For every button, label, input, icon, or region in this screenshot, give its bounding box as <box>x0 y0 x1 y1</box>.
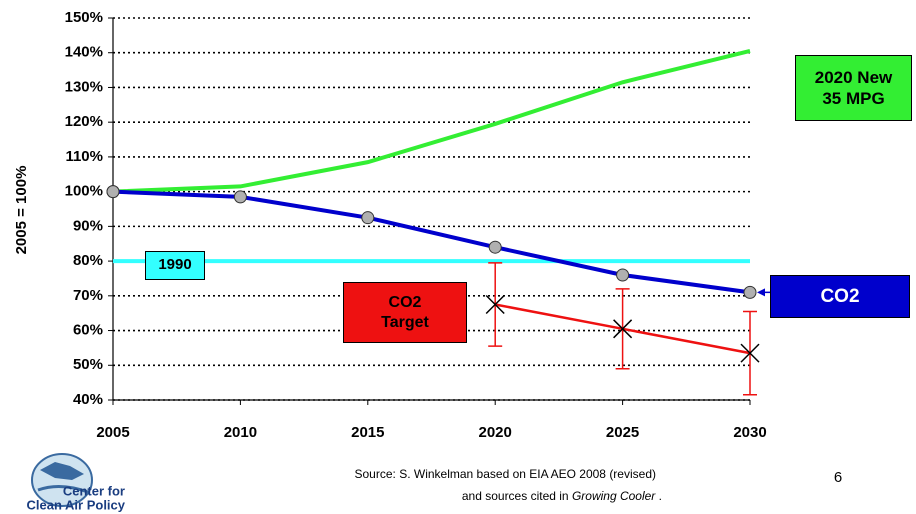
y-tick-label: 70% <box>73 287 103 304</box>
logo-text: Clean Air Policy <box>27 497 126 512</box>
point-marker <box>485 294 505 315</box>
point-marker <box>233 190 247 204</box>
y-tick-label: 120% <box>65 113 103 130</box>
source-text: and sources cited in <box>462 489 569 503</box>
series-label-text: CO2 Target <box>381 293 429 331</box>
point-marker <box>743 285 757 299</box>
y-tick-label: 130% <box>65 78 103 95</box>
logo-text: Center for <box>63 483 125 498</box>
source-text: and sources cited in Growing Cooler . <box>462 489 662 503</box>
x-tick-label: 2020 <box>479 424 512 441</box>
logo: Center for Clean Air Policy <box>27 453 126 512</box>
page-number: 6 <box>834 469 842 486</box>
source-italic: Growing Cooler <box>572 489 656 503</box>
source-text: Source: S. Winkelman based on EIA AEO 20… <box>355 467 657 481</box>
point-marker <box>361 211 375 225</box>
arrow-head <box>757 288 765 297</box>
x-tick-label: 2030 <box>733 424 766 441</box>
y-tick-label: 60% <box>73 322 103 339</box>
series-label-text: 1990 <box>158 256 192 274</box>
series-line <box>112 49 751 194</box>
x-tick-label: 2010 <box>224 424 257 441</box>
series-label: 2020 New 35 MPG <box>795 55 912 121</box>
point-marker <box>740 343 760 363</box>
y-tick-label: 110% <box>65 148 103 165</box>
x-tick-label: 2025 <box>606 424 639 441</box>
x-tick-label: 2005 <box>96 424 129 441</box>
x-tick-label: 2015 <box>351 424 384 441</box>
y-tick-label: 150% <box>65 9 103 26</box>
point-marker <box>106 185 120 199</box>
y-tick-label: 90% <box>73 217 103 234</box>
y-tick-label: 80% <box>73 252 103 269</box>
y-axis-label: 2005 = 100% <box>13 166 30 255</box>
series-label: CO2 Target <box>343 282 467 343</box>
series-label-text: 2020 New 35 MPG <box>814 67 893 108</box>
source-text: . <box>659 489 662 503</box>
series-label: 1990 <box>145 251 205 280</box>
point-marker <box>613 319 633 339</box>
series-label: CO2 <box>770 275 910 318</box>
series-line <box>112 189 751 295</box>
point-marker <box>488 240 502 254</box>
y-tick-label: 50% <box>73 356 103 373</box>
y-tick-label: 40% <box>73 391 103 408</box>
y-tick-label: 140% <box>65 44 103 61</box>
y-tick-label: 100% <box>65 183 103 200</box>
series-label-text: CO2 <box>820 285 860 307</box>
point-marker <box>616 268 630 282</box>
